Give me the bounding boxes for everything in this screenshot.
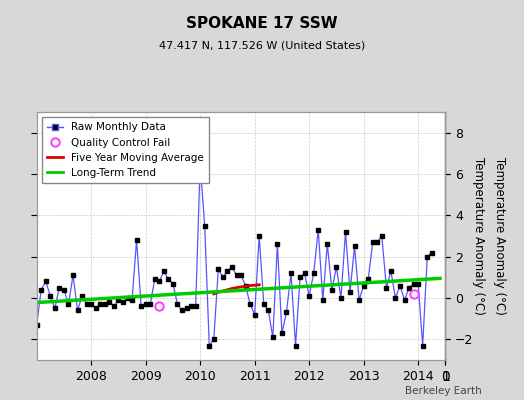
Text: 47.417 N, 117.526 W (United States): 47.417 N, 117.526 W (United States) <box>159 40 365 50</box>
Legend: Raw Monthly Data, Quality Control Fail, Five Year Moving Average, Long-Term Tren: Raw Monthly Data, Quality Control Fail, … <box>42 117 209 183</box>
Y-axis label: Temperature Anomaly (°C): Temperature Anomaly (°C) <box>493 157 506 315</box>
Text: SPOKANE 17 SSW: SPOKANE 17 SSW <box>186 16 338 31</box>
Y-axis label: Temperature Anomaly (°C): Temperature Anomaly (°C) <box>472 157 485 315</box>
Text: Berkeley Earth: Berkeley Earth <box>406 386 482 396</box>
